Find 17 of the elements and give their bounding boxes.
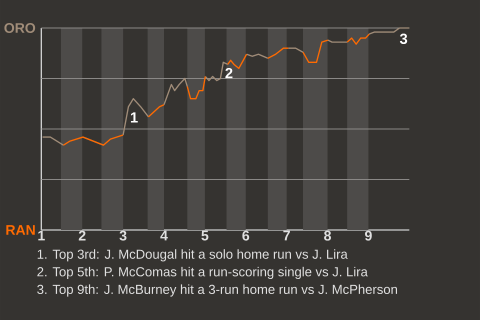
annotation: 2 — [225, 68, 232, 78]
x-tick-label: 5 — [201, 230, 208, 240]
annotation: 3 — [400, 34, 408, 44]
text: 2. Top 5th: P. McComas hit a run-scoring single vs J. Lira — [37, 266, 368, 280]
x-tick-label: 8 — [324, 230, 331, 241]
x-tick-label: 4 — [160, 230, 168, 240]
x-tick-label: 2 — [78, 230, 86, 240]
x-tick-label: 1 — [38, 230, 45, 240]
x-tick-label: 6 — [242, 230, 250, 241]
text: 3. Top 9th: J. McBurney hit a 3-run home run vs J. McPherson — [37, 284, 398, 297]
text: ORO — [4, 23, 36, 33]
x-tick-label: 9 — [365, 230, 372, 241]
annotation: 1 — [130, 112, 138, 122]
text: RAN — [6, 225, 35, 235]
text: 1. Top 3rd: J. McDougal hit a solo home run vs J. Lira — [38, 249, 348, 262]
x-tick-label: 7 — [283, 230, 290, 240]
x-tick-label: 3 — [120, 230, 126, 241]
